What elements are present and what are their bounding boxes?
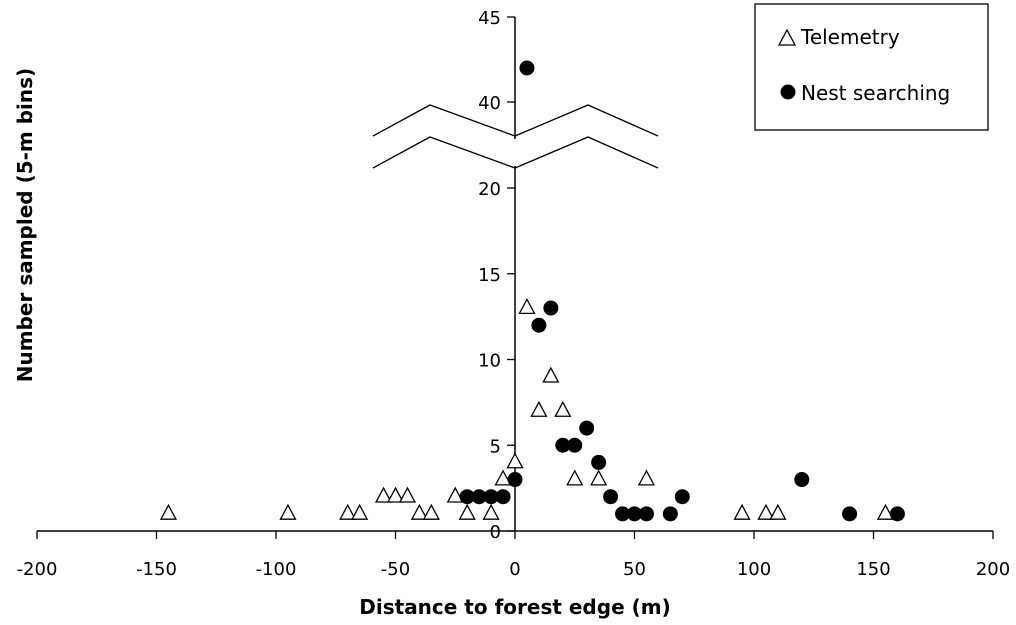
nest-searching-point xyxy=(555,437,571,453)
axes-layer xyxy=(36,16,994,539)
telemetry-point xyxy=(386,486,405,503)
telemetry-point xyxy=(494,469,512,486)
nest-searching-point xyxy=(889,506,905,522)
nest-searching-point xyxy=(471,489,487,505)
telemetry-point xyxy=(458,503,476,520)
telemetry-point xyxy=(506,452,524,469)
telemetry-point xyxy=(566,469,584,486)
telemetry-point xyxy=(757,503,775,520)
nest-searching-point xyxy=(483,489,499,505)
x-tick-label: -200 xyxy=(17,559,58,580)
telemetry-point xyxy=(530,400,548,417)
x-tick-label: -100 xyxy=(256,559,297,580)
telemetry-point xyxy=(733,503,751,520)
nest-searching-point xyxy=(627,506,642,522)
telemetry-point xyxy=(410,503,428,520)
telemetry-point xyxy=(482,503,500,520)
nest-searching-point xyxy=(459,489,475,505)
telemetry-point xyxy=(339,503,357,520)
legend-nest-label: Nest searching xyxy=(801,81,950,105)
legend-nest-marker xyxy=(780,84,796,100)
x-tick-label: 50 xyxy=(623,559,646,580)
telemetry-point xyxy=(374,486,393,503)
x-tick-label: 150 xyxy=(856,559,890,580)
telemetry-point xyxy=(351,503,369,520)
axis-break-lower xyxy=(372,136,659,169)
y-axis-title: Number sampled (5-m bins) xyxy=(13,68,37,382)
legend-telemetry-label: Telemetry xyxy=(800,25,900,49)
nest-searching-point xyxy=(567,437,583,453)
x-tick-label: -50 xyxy=(381,559,410,580)
labels-layer: -200 -150 -100 -50 0 50 100 150 200 0 5 10 15 20 40 45 xyxy=(17,8,1011,580)
y-tick-label: 0 xyxy=(490,522,501,543)
telemetry-point xyxy=(422,503,440,520)
telemetry-point xyxy=(398,486,417,503)
nest-searching-point xyxy=(495,489,511,505)
nest-searching-point xyxy=(662,506,678,522)
telemetry-point xyxy=(769,503,787,520)
nest-searching-point xyxy=(579,420,595,436)
nest-searching-point xyxy=(603,489,619,505)
x-tick-label: 200 xyxy=(976,559,1010,580)
nest-searching-point xyxy=(591,454,607,470)
x-tick-label: -150 xyxy=(136,559,177,580)
telemetry-point xyxy=(590,469,608,486)
nest-searching-point xyxy=(842,506,858,522)
telemetry-point xyxy=(554,400,572,417)
points-layer xyxy=(159,60,905,522)
telemetry-point xyxy=(876,503,895,520)
telemetry-point xyxy=(518,297,536,315)
nest-searching-point xyxy=(638,506,654,522)
x-axis-title: Distance to forest edge (m) xyxy=(359,595,670,619)
nest-searching-point xyxy=(519,60,535,76)
y-tick-label: 5 xyxy=(490,436,501,457)
legend: Telemetry Nest searching xyxy=(754,3,989,131)
axis-break-upper xyxy=(372,104,659,137)
telemetry-point xyxy=(279,503,297,520)
nest-searching-point xyxy=(674,489,690,505)
telemetry-point xyxy=(446,486,464,503)
legend-box xyxy=(754,3,989,131)
x-tick-label: 100 xyxy=(737,559,771,580)
y-tick-label: 15 xyxy=(478,265,501,286)
telemetry-point xyxy=(637,469,656,486)
y-tick-label: 10 xyxy=(478,351,501,372)
y-tick-label: 40 xyxy=(478,93,501,114)
x-tick-label: 0 xyxy=(509,559,520,580)
nest-searching-point xyxy=(615,506,631,522)
y-tick-label: 45 xyxy=(478,8,501,29)
nest-searching-point xyxy=(543,300,559,316)
telemetry-point xyxy=(542,366,560,383)
nest-searching-point xyxy=(794,472,810,488)
legend-telemetry-marker xyxy=(777,28,797,46)
y-tick-label: 20 xyxy=(478,179,501,200)
nest-searching-point xyxy=(507,472,523,488)
nest-searching-point xyxy=(531,317,547,333)
telemetry-point xyxy=(159,503,178,520)
